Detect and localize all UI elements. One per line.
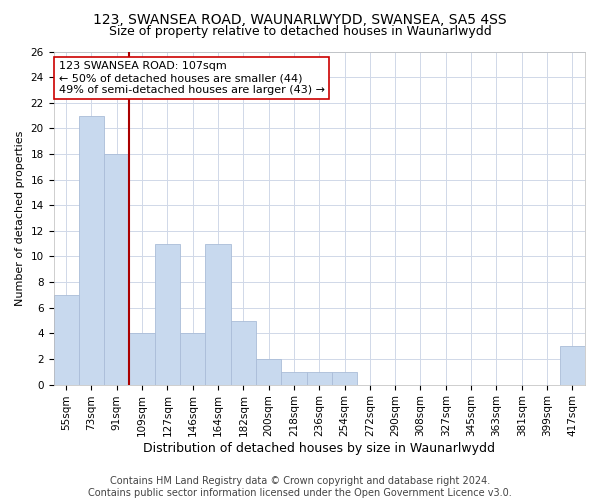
- Text: 123 SWANSEA ROAD: 107sqm
← 50% of detached houses are smaller (44)
49% of semi-d: 123 SWANSEA ROAD: 107sqm ← 50% of detach…: [59, 62, 325, 94]
- Bar: [79, 116, 104, 384]
- Bar: [180, 334, 205, 384]
- Bar: [560, 346, 585, 385]
- Bar: [205, 244, 230, 384]
- Y-axis label: Number of detached properties: Number of detached properties: [15, 130, 25, 306]
- Bar: [130, 334, 155, 384]
- Bar: [53, 295, 79, 384]
- Bar: [230, 320, 256, 384]
- Text: Contains HM Land Registry data © Crown copyright and database right 2024.
Contai: Contains HM Land Registry data © Crown c…: [88, 476, 512, 498]
- Text: 123, SWANSEA ROAD, WAUNARLWYDD, SWANSEA, SA5 4SS: 123, SWANSEA ROAD, WAUNARLWYDD, SWANSEA,…: [93, 12, 507, 26]
- Bar: [256, 359, 281, 384]
- Bar: [332, 372, 357, 384]
- Bar: [307, 372, 332, 384]
- Text: Size of property relative to detached houses in Waunarlwydd: Size of property relative to detached ho…: [109, 25, 491, 38]
- X-axis label: Distribution of detached houses by size in Waunarlwydd: Distribution of detached houses by size …: [143, 442, 495, 455]
- Bar: [104, 154, 130, 384]
- Bar: [281, 372, 307, 384]
- Bar: [155, 244, 180, 384]
